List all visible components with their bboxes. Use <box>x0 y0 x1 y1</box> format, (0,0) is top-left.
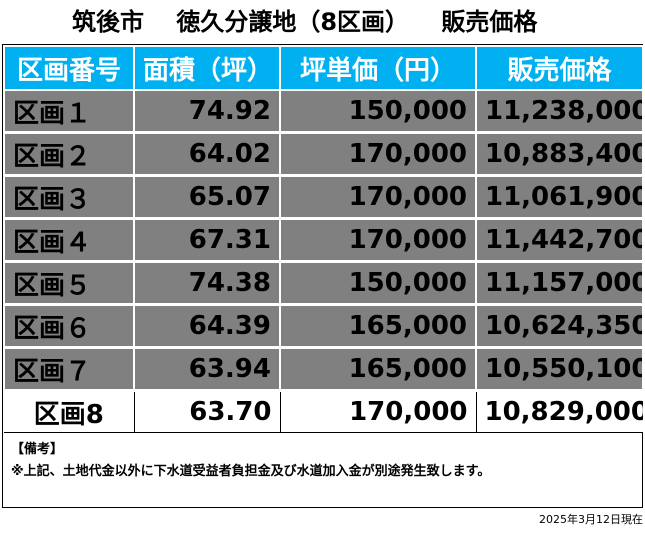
unit-price-cell: 150,000 <box>279 89 477 134</box>
price-sheet: 区画番号 面積（坪） 坪単価（円） 販売価格 区画１ 74.92 150,000… <box>2 44 644 508</box>
table-row: 区画２ 64.02 170,000 10,883,400 <box>3 131 644 177</box>
unit-price-cell: 170,000 <box>279 217 477 263</box>
sale-price-cell: 11,157,000 <box>475 260 644 306</box>
area-cell: 74.38 <box>133 260 281 306</box>
lot-cell: 区画５ <box>3 260 135 306</box>
table-row: 区画６ 64.39 165,000 10,624,350 <box>3 303 644 349</box>
table-row: 区画７ 63.94 165,000 10,550,100 <box>3 346 644 392</box>
area-cell: 67.31 <box>133 217 281 263</box>
unit-price-cell: 150,000 <box>279 260 477 306</box>
area-cell: 74.92 <box>133 89 281 134</box>
header-sale-price: 販売価格 <box>475 45 644 91</box>
table-row: 区画8 63.70 170,000 10,829,000 <box>4 389 643 433</box>
table-row: 区画１ 74.92 150,000 11,238,000 <box>3 89 644 134</box>
sale-price-cell: 11,442,700 <box>475 217 644 263</box>
area-cell: 64.39 <box>133 303 281 349</box>
header-area: 面積（坪） <box>133 45 281 91</box>
lot-cell: 区画３ <box>3 174 135 220</box>
page-title: 筑後市 徳久分譲地（8区画） 販売価格 <box>72 8 538 36</box>
header-unit-price: 坪単価（円） <box>279 45 477 91</box>
unit-price-cell: 170,000 <box>279 174 477 220</box>
notes-section: 【備考】 ※上記、土地代金以外に下水道受益者負担金及び水道加入金が別途発生致しま… <box>3 433 642 483</box>
area-cell: 64.02 <box>133 131 281 177</box>
lot-cell: 区画２ <box>3 131 135 177</box>
lot-cell: 区画１ <box>3 89 135 134</box>
unit-price-cell: 165,000 <box>279 303 477 349</box>
table-row: 区画５ 74.38 150,000 11,157,000 <box>3 260 644 306</box>
unit-price-cell: 165,000 <box>279 346 477 392</box>
table-row: 区画３ 65.07 170,000 11,061,900 <box>3 174 644 220</box>
lot-cell: 区画8 <box>4 389 135 433</box>
area-cell: 63.70 <box>133 389 281 433</box>
sale-price-cell: 11,061,900 <box>475 174 644 220</box>
area-cell: 65.07 <box>133 174 281 220</box>
sale-price-cell: 10,883,400 <box>475 131 644 177</box>
sale-price-cell: 10,829,000 <box>475 389 643 433</box>
unit-price-cell: 170,000 <box>279 389 477 433</box>
lot-cell: 区画４ <box>3 217 135 263</box>
as-of-date: 2025年3月12日現在 <box>539 513 643 526</box>
table-row: 区画４ 67.31 170,000 11,442,700 <box>3 217 644 263</box>
table-header-row: 区画番号 面積（坪） 坪単価（円） 販売価格 <box>3 45 644 91</box>
area-cell: 63.94 <box>133 346 281 392</box>
price-table: 区画番号 面積（坪） 坪単価（円） 販売価格 区画１ 74.92 150,000… <box>3 45 644 433</box>
notes-body: ※上記、土地代金以外に下水道受益者負担金及び水道加入金が別途発生致します。 <box>11 464 491 479</box>
sale-price-cell: 10,624,350 <box>475 303 644 349</box>
lot-cell: 区画６ <box>3 303 135 349</box>
sale-price-cell: 11,238,000 <box>475 89 644 134</box>
unit-price-cell: 170,000 <box>279 131 477 177</box>
sale-price-cell: 10,550,100 <box>475 346 644 392</box>
header-lot-number: 区画番号 <box>3 45 135 91</box>
notes-heading: 【備考】 <box>11 442 64 457</box>
lot-cell: 区画７ <box>3 346 135 392</box>
